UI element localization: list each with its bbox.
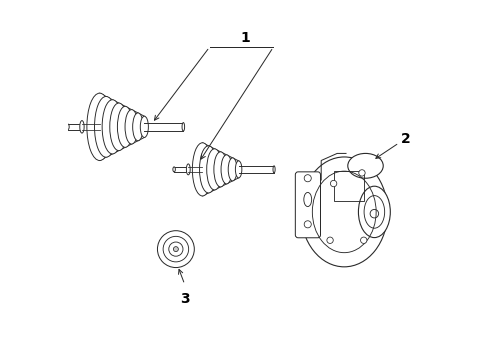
Ellipse shape: [358, 186, 391, 238]
Ellipse shape: [304, 192, 312, 207]
Ellipse shape: [221, 155, 232, 184]
FancyBboxPatch shape: [295, 172, 320, 238]
Ellipse shape: [235, 161, 242, 178]
Ellipse shape: [125, 109, 138, 144]
Ellipse shape: [95, 96, 118, 157]
Ellipse shape: [182, 123, 185, 131]
Ellipse shape: [193, 143, 213, 196]
Text: 2: 2: [401, 132, 411, 146]
Ellipse shape: [199, 146, 218, 193]
Ellipse shape: [133, 113, 143, 141]
Ellipse shape: [80, 121, 84, 133]
Text: 3: 3: [180, 292, 190, 306]
Ellipse shape: [140, 116, 148, 138]
Circle shape: [359, 170, 365, 176]
Circle shape: [304, 221, 311, 228]
Ellipse shape: [118, 106, 133, 147]
Ellipse shape: [110, 103, 128, 150]
Ellipse shape: [87, 93, 113, 161]
Ellipse shape: [173, 167, 175, 172]
Circle shape: [330, 180, 337, 187]
Ellipse shape: [102, 100, 122, 154]
Circle shape: [157, 231, 195, 267]
Circle shape: [361, 237, 367, 243]
Ellipse shape: [348, 153, 383, 178]
Ellipse shape: [301, 157, 388, 267]
Ellipse shape: [186, 164, 190, 175]
Ellipse shape: [66, 124, 69, 130]
Ellipse shape: [214, 152, 227, 187]
Ellipse shape: [207, 149, 222, 190]
Circle shape: [304, 175, 311, 182]
Circle shape: [173, 247, 178, 252]
Text: 1: 1: [240, 31, 250, 45]
Ellipse shape: [228, 158, 237, 181]
Circle shape: [327, 237, 333, 243]
Ellipse shape: [273, 166, 275, 173]
